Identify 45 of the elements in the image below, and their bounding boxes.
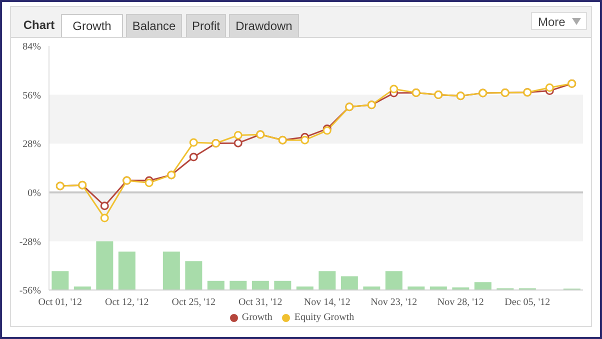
text: Balance [126,14,182,37]
point [100,214,109,222]
bar [230,280,247,290]
point [390,84,398,94]
point [300,136,310,144]
text: Drawdown [229,14,299,37]
y-tick-label: -56% [19,286,41,297]
y-tick-label: 56% [22,90,41,102]
x-tick-label: Nov 23, '12 [370,297,418,308]
x-tick-label: Oct 25, '12 [172,297,216,308]
text: Growth [61,14,123,37]
y-tick-label: 0% [28,188,41,199]
bar [252,280,269,290]
text: Chart [22,17,56,34]
bar [162,252,180,290]
bar [96,241,114,290]
bar [274,280,292,290]
bar [340,276,358,290]
point [234,138,242,148]
x-tick-label: Nov 14, '12 [304,297,350,308]
text: Profit [186,14,226,37]
bar [185,261,202,290]
y-tick-label: 84% [22,42,41,53]
text: More [531,12,587,30]
y-tick-label: 28% [22,139,41,150]
bar [118,252,136,290]
bar [207,280,224,290]
legend-label: Equity Growth [294,312,354,323]
point [144,178,154,188]
x-tick-label: Oct 01, '12 [38,297,82,308]
bar [474,282,492,290]
point [189,138,198,147]
bar [318,271,336,290]
x-tick-label: Nov 28, '12 [437,297,484,308]
x-tick-label: Oct 31, '12 [238,297,282,308]
x-tick-label: Oct 12, '12 [105,297,149,308]
point [100,202,109,210]
y-tick-label: -28% [19,236,41,248]
point [545,83,554,92]
bar [52,271,69,290]
point [234,130,242,140]
bar [385,271,402,290]
x-tick-label: Dec 05, '12 [504,297,550,308]
legend-label: Growth [242,312,272,323]
point [189,152,198,162]
